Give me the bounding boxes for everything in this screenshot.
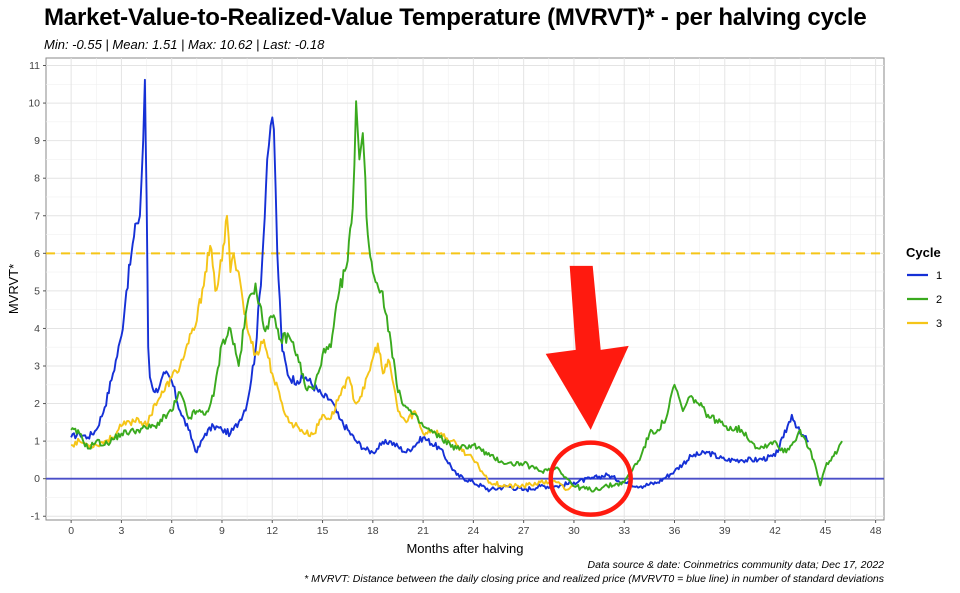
x-tick-label: 6 xyxy=(169,525,175,537)
grid-lines xyxy=(46,58,884,520)
x-tick-label: 30 xyxy=(568,525,580,537)
y-tick-label: 5 xyxy=(34,285,40,297)
legend-label-1: 1 xyxy=(936,270,942,282)
x-tick-label: 3 xyxy=(118,525,124,537)
y-tick-label: 10 xyxy=(28,98,40,110)
series-1-line xyxy=(70,78,809,493)
footnote-caption: * MVRVT: Distance between the daily clos… xyxy=(304,573,884,585)
y-tick-label: 4 xyxy=(34,323,40,335)
x-tick-label: 12 xyxy=(266,525,278,537)
y-tick-label: 0 xyxy=(34,473,40,485)
y-tick-label: 11 xyxy=(29,60,40,72)
y-tick-label: 3 xyxy=(34,361,40,373)
x-tick-label: 36 xyxy=(669,525,681,537)
x-axis-ticks: 0 3 6 9 12 15 18 21 24 27 30 33 36 39 42 45 48 xyxy=(68,520,882,537)
series-3-line xyxy=(70,214,575,491)
legend-label-2: 2 xyxy=(936,294,942,306)
x-tick-label: 33 xyxy=(618,525,630,537)
y-tick-label: 2 xyxy=(34,398,40,410)
red-circle-annotation xyxy=(548,440,633,517)
x-tick-label: 24 xyxy=(468,525,480,537)
x-tick-label: 45 xyxy=(819,525,831,537)
chart-title: Market-Value-to-Realized-Value Temperatu… xyxy=(44,4,867,31)
y-tick-label: -1 xyxy=(31,511,40,523)
chart-subtitle: Min: -0.55 | Mean: 1.51 | Max: 10.62 | L… xyxy=(44,37,325,52)
x-tick-label: 42 xyxy=(769,525,781,537)
y-tick-label: 9 xyxy=(34,135,40,147)
legend: Cycle 1 2 3 xyxy=(906,245,942,330)
legend-label-3: 3 xyxy=(936,318,942,330)
x-axis-title: Months after halving xyxy=(406,541,523,556)
x-tick-label: 15 xyxy=(317,525,329,537)
x-tick-label: 27 xyxy=(518,525,530,537)
y-tick-label: 8 xyxy=(34,173,40,185)
series-lines xyxy=(70,78,843,493)
y-tick-label: 7 xyxy=(34,210,40,222)
legend-title: Cycle xyxy=(906,245,941,260)
y-tick-label: 6 xyxy=(34,248,40,260)
source-caption: Data source & date: Coinmetrics communit… xyxy=(587,559,884,571)
x-tick-label: 0 xyxy=(68,525,74,537)
plot-panel xyxy=(45,57,885,521)
x-tick-label: 18 xyxy=(367,525,379,537)
series-2-line xyxy=(70,100,843,493)
y-axis-ticks: -1 0 1 2 3 4 5 6 7 8 9 10 11 xyxy=(28,60,46,523)
y-axis-title: MVRVT* xyxy=(6,264,21,314)
x-tick-label: 39 xyxy=(719,525,731,537)
red-arrow-annotation xyxy=(545,265,629,430)
y-tick-label: 1 xyxy=(34,436,40,448)
x-tick-label: 9 xyxy=(219,525,225,537)
annotations xyxy=(545,265,633,517)
x-tick-label: 48 xyxy=(870,525,882,537)
x-tick-label: 21 xyxy=(417,525,429,537)
reference-lines xyxy=(46,252,884,480)
